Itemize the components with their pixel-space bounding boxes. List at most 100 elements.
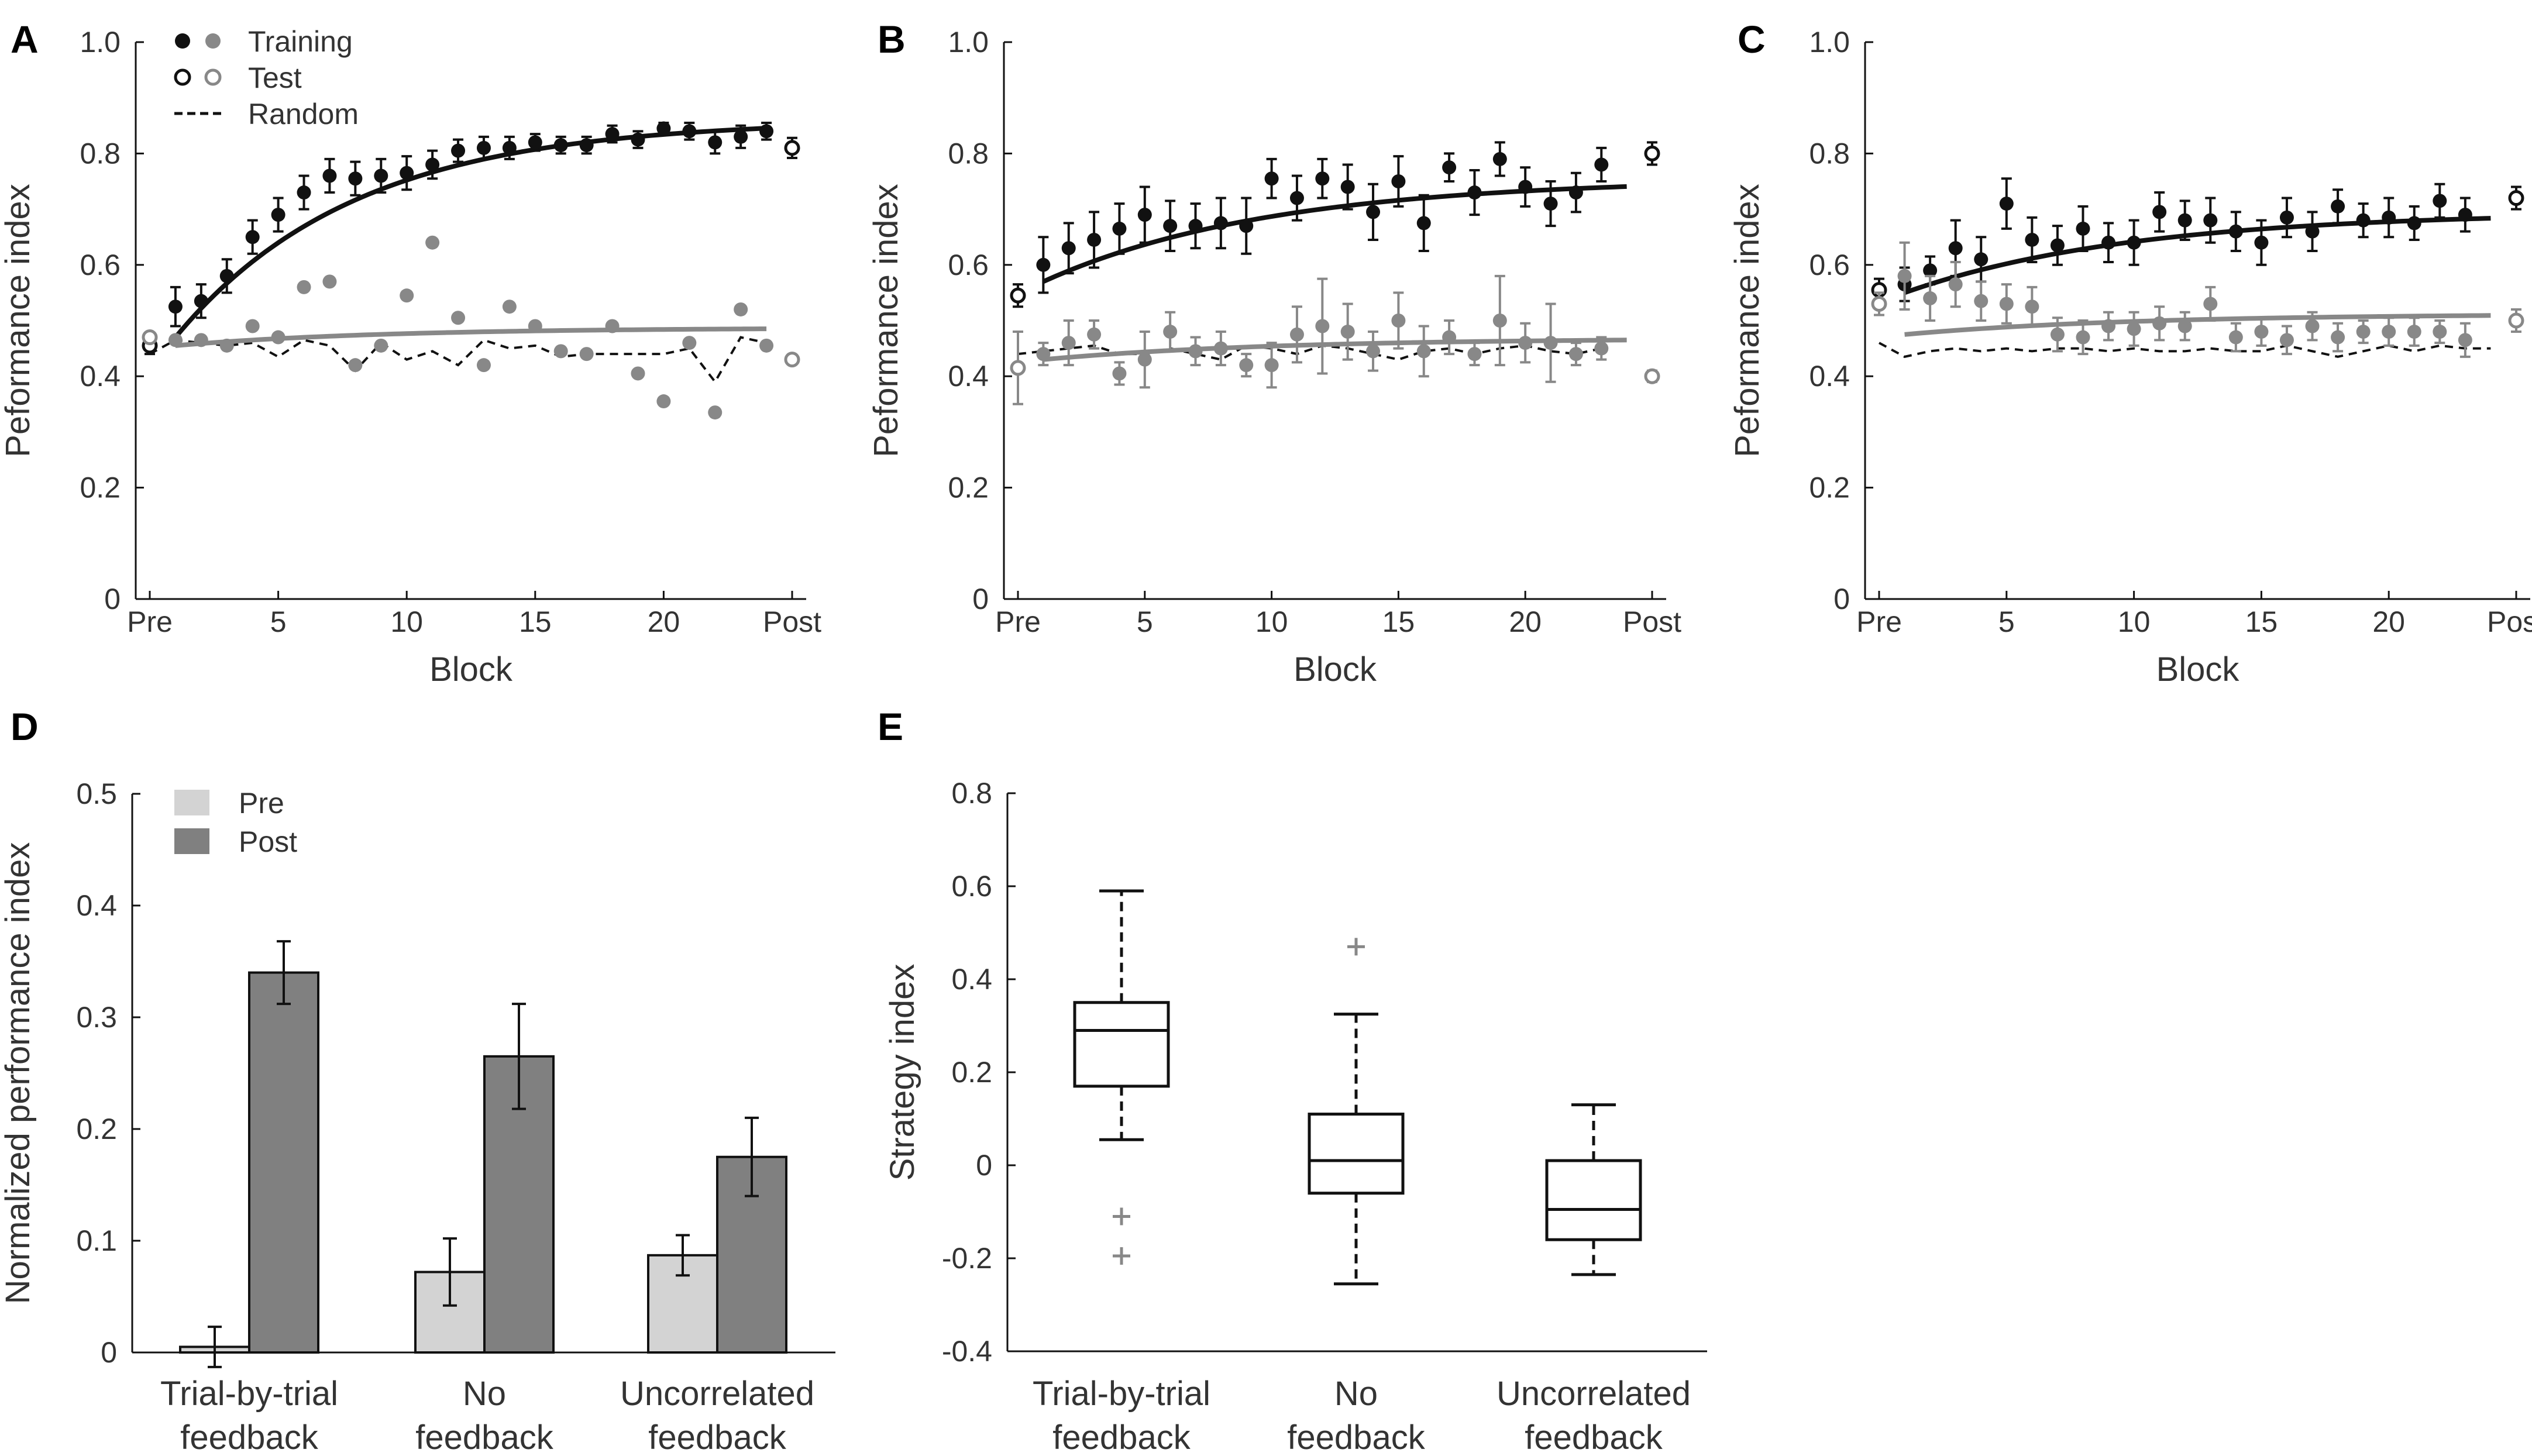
x-tick-label: 20 (1509, 605, 1542, 638)
y-tick-label: 0.6 (80, 249, 121, 281)
test-point-gray (1871, 295, 1887, 312)
y-tick-label: 0.4 (948, 360, 989, 393)
training-point-black (2025, 232, 2039, 247)
training-point-gray (605, 319, 620, 333)
training-point-gray (2279, 333, 2294, 347)
y-tick-label: 1.0 (80, 26, 121, 58)
training-point-gray (579, 347, 594, 362)
y-tick-label: 0.2 (1809, 471, 1850, 504)
training-point-black (656, 121, 671, 136)
x-tick-label: 15 (519, 605, 552, 638)
box (1545, 1159, 1642, 1241)
training-point-black (271, 208, 285, 222)
fit-curve-training-black (173, 126, 767, 339)
y-tick-label: 0.8 (1809, 137, 1850, 170)
training-point-gray (1391, 314, 1406, 328)
training-point-gray (1163, 325, 1178, 339)
training-point-black (374, 168, 388, 183)
training-point-black (194, 294, 208, 308)
training-point-black (1594, 157, 1609, 172)
y-tick-label: 0 (101, 1336, 117, 1369)
training-point-black (2050, 238, 2065, 253)
training-point-gray (2356, 325, 2371, 339)
training-point-gray (553, 344, 568, 359)
test-point-gray (1644, 368, 1660, 384)
y-tick-label: 0 (1833, 583, 1850, 615)
training-point-black (1289, 191, 1304, 205)
training-point-black (400, 166, 414, 180)
y-tick-label: 0.4 (951, 963, 992, 996)
training-point-black (1948, 241, 1963, 256)
training-point-black (1974, 252, 1989, 267)
box (1073, 1001, 1170, 1088)
training-point-black (1543, 197, 1558, 211)
training-point-black (1416, 216, 1431, 230)
training-point-gray (451, 311, 466, 325)
legend-label-random: Random (248, 98, 359, 130)
legend-label-post: Post (239, 825, 297, 858)
training-point-gray (1999, 297, 2014, 311)
training-point-black (1112, 221, 1127, 236)
fit-curve-training-black (1042, 184, 1627, 284)
training-point-black (1264, 171, 1279, 186)
training-point-black (682, 124, 697, 139)
y-tick-label: 0.8 (951, 777, 992, 810)
training-point-gray (1492, 314, 1507, 328)
panel-label-b: B (878, 18, 906, 61)
y-tick-label: 1.0 (948, 26, 989, 58)
y-tick-label: 0.8 (80, 137, 121, 170)
x-tick-label: 5 (270, 605, 287, 638)
training-point-gray (1923, 291, 1938, 305)
training-point-black (734, 129, 748, 144)
x-tick-label: Post (1623, 605, 1681, 638)
training-point-gray (2025, 300, 2039, 314)
test-point-gray (2508, 312, 2524, 329)
test-point-black (2508, 190, 2524, 206)
legend-marker-test-gray (204, 68, 222, 86)
training-point-black (451, 143, 466, 158)
training-point-black (1518, 180, 1533, 194)
training-point-black (2433, 194, 2447, 208)
training-point-black (1340, 180, 1355, 194)
test-point-black (1010, 287, 1026, 304)
training-point-black (1366, 205, 1381, 219)
x-category-label: feedback (648, 1419, 786, 1456)
y-tick-label: 0.8 (948, 137, 989, 170)
training-point-black (579, 138, 594, 153)
test-point-gray (784, 352, 800, 368)
y-tick-label: 0 (972, 583, 989, 615)
training-point-gray (2127, 322, 2141, 336)
y-tick-label: 0.6 (1809, 249, 1850, 281)
legend-label-test: Test (248, 61, 302, 94)
training-point-gray (2050, 327, 2065, 342)
training-point-black (1315, 171, 1330, 186)
training-point-gray (400, 288, 414, 303)
x-axis-label: Block (1293, 650, 1377, 689)
training-point-black (2305, 224, 2320, 239)
training-point-gray (1568, 347, 1583, 362)
training-point-black (1442, 160, 1457, 175)
legend-label-training: Training (248, 25, 353, 58)
training-point-gray (245, 319, 260, 333)
y-tick-label: 0.4 (76, 889, 117, 922)
training-point-gray (1087, 327, 1102, 342)
training-point-gray (1518, 336, 1533, 350)
x-tick-label: 5 (1137, 605, 1153, 638)
fit-curve-training-gray (175, 326, 767, 348)
y-tick-label: 0.6 (951, 870, 992, 903)
test-point-black (784, 140, 800, 156)
training-point-gray (1974, 294, 1989, 308)
training-point-gray (759, 338, 774, 353)
training-point-gray (1366, 344, 1381, 359)
y-tick-label: 0.2 (80, 471, 121, 504)
training-point-black (297, 185, 311, 200)
legend-marker-training-black (175, 33, 190, 49)
training-point-gray (708, 405, 723, 420)
training-point-black (528, 135, 542, 150)
fit-curve-training-black (1904, 216, 2491, 295)
legend-label-pre: Pre (239, 787, 284, 820)
legend-swatch-pre (174, 790, 209, 815)
training-point-black (1568, 185, 1583, 200)
training-point-black (2331, 199, 2345, 214)
training-point-black (1999, 197, 2014, 211)
